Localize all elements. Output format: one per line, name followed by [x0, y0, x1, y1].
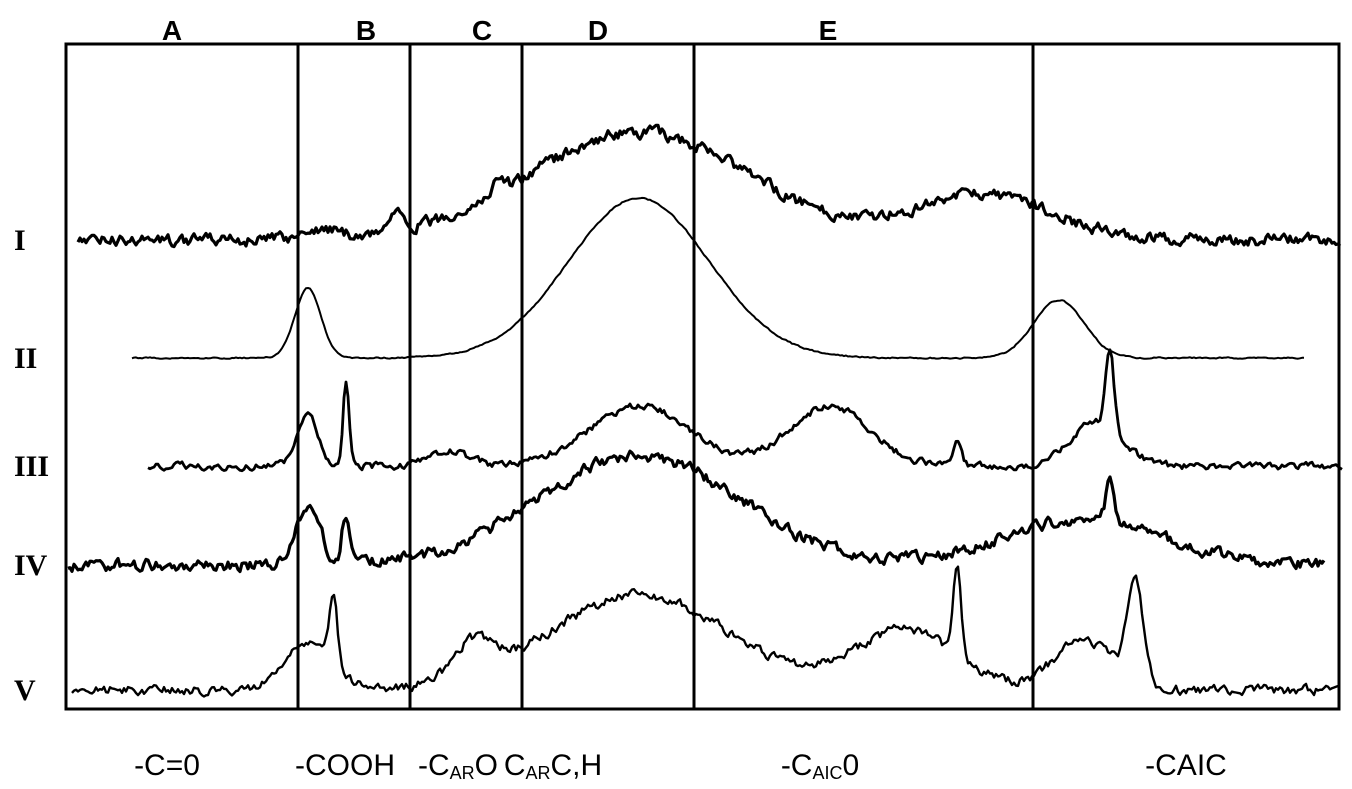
trace-label-v: V	[14, 674, 36, 707]
region-letter-b: B	[356, 15, 376, 46]
group-labels: -C=0 -COOH -CARO CARC,H -CAIC0 -CAIC	[134, 749, 1227, 783]
trace-i	[76, 123, 1342, 249]
trace-iv	[67, 449, 1326, 574]
trace-label-iv: IV	[14, 549, 48, 582]
spectrum-traces	[67, 123, 1343, 698]
group-label-5: -CAIC0	[781, 749, 859, 783]
group-label-3: -CARO	[418, 749, 498, 783]
group-label-2: -COOH	[295, 749, 395, 782]
region-letter-a: A	[162, 15, 182, 46]
plot-frame	[64, 42, 1341, 711]
trace-v	[71, 565, 1341, 698]
region-letters: A B C D E	[162, 15, 837, 46]
group-label-6: -CAIC	[1145, 749, 1227, 782]
trace-label-i: I	[14, 224, 26, 257]
trace-ii	[131, 196, 1304, 360]
trace-iii	[147, 348, 1343, 473]
group-label-4: CARC,H	[504, 749, 602, 783]
trace-label-iii: III	[14, 450, 49, 483]
trace-label-ii: II	[14, 342, 37, 375]
region-letter-d: D	[588, 15, 608, 46]
region-letter-e: E	[819, 15, 838, 46]
region-dividers	[296, 44, 1035, 709]
region-letter-c: C	[472, 15, 492, 46]
group-label-1: -C=0	[134, 749, 200, 782]
